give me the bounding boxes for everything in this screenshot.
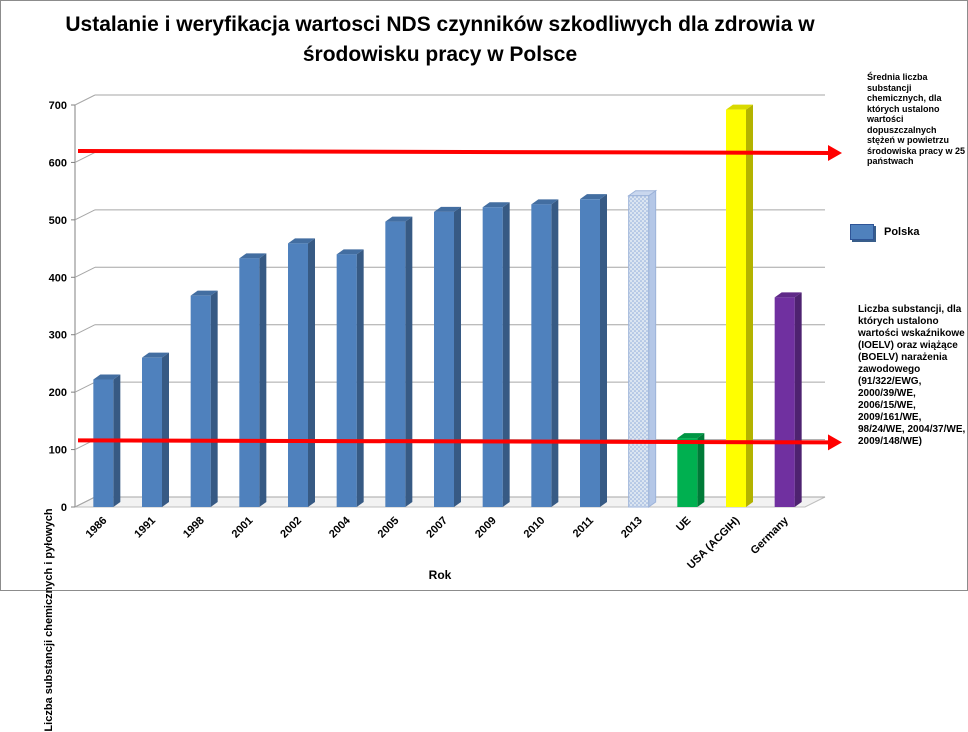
bar-side [454,206,461,507]
bar-2009 [482,207,503,508]
bar-top [385,216,413,222]
gridline-diag [74,381,96,393]
bar-side [210,290,218,507]
bar-top [774,292,802,298]
bar-top [677,433,705,439]
x-tick-label: 2005 [376,515,402,541]
bar-1998 [190,295,211,507]
bar-top [482,202,510,208]
y-tick-label: 0 [61,502,67,514]
bar-top [336,249,364,255]
y-tick-label: 700 [49,100,67,112]
x-axis-label: Rok [428,568,452,582]
bar-side [648,189,657,508]
bar-1991 [142,357,162,507]
y-tick-label: 200 [49,387,67,399]
gridline-diag [74,151,96,163]
gridline-diag [74,94,96,106]
bar-usa-acgih- [726,109,746,507]
bar-2007 [434,211,454,507]
y-tick-label: 500 [49,215,67,227]
reference-note-top: Średnia liczba substancji chemicznych, d… [867,72,966,166]
bar-top [726,104,753,110]
bar-2011 [580,199,600,507]
bar-top [531,199,559,205]
x-tick-label: 2010 [522,515,548,541]
bar-side [551,199,559,507]
x-tick-label: 2013 [619,515,645,541]
y-tick-label: 100 [49,445,67,457]
bar-side [308,238,315,507]
bar-2002 [288,243,308,507]
bar-top [93,374,121,380]
legend-label-polska: Polska [884,226,920,238]
bar-2004 [336,254,357,507]
x-tick-label: 1986 [84,515,110,541]
reference-arrow-1 [828,144,842,161]
bar-side [600,194,607,507]
chart-title: Ustalanie i weryfikacja wartosci NDS czy… [65,13,815,66]
x-tick-label: 2004 [327,514,353,540]
bar-side [794,292,802,507]
legend: Polska [850,224,919,240]
y-tick-label: 400 [49,272,67,284]
bar-side [356,249,364,508]
bar-ue [677,438,698,507]
x-tick-label: 1991 [132,515,158,541]
bar-side [746,104,753,507]
bar-side [162,352,169,507]
y-tick-label: 600 [49,157,67,169]
bar-side [502,202,510,508]
bar-2010 [531,204,552,507]
x-tick-label: USA (ACGIH) [685,514,742,571]
bar-top [434,206,461,212]
x-tick-label: 2007 [424,515,450,541]
bar-2013 [628,195,650,508]
bar-top [190,290,218,296]
gridline-diag [74,209,96,221]
x-tick-label: 2011 [571,515,596,540]
bar-1986 [93,379,114,507]
bar-top [580,194,607,200]
bar-top [288,238,315,244]
reference-note-bottom: Liczba substancji, dla których ustalono … [858,304,966,447]
bar-side [697,433,705,507]
x-tick-label: Germany [749,514,792,557]
bar-germany [774,297,795,507]
reference-line-1 [77,148,833,155]
x-tick-label: 2001 [230,515,256,541]
reference-line-2 [77,438,833,445]
chart-plot: 0 100 200 300 400 500 600 700 1986 1991 1998 2001 20… [49,94,842,572]
x-tick-label: 2009 [473,515,499,541]
bar-top [239,253,267,259]
bar-side [405,216,413,507]
gridline-diag [74,266,96,278]
bar-side [259,253,267,507]
bar-2005 [385,221,406,507]
reference-arrow-2 [828,434,842,451]
x-tick-label: 2002 [278,515,304,541]
legend-swatch-polska [850,224,874,240]
gridline-diag [74,496,96,508]
x-tick-label: UE [674,515,693,534]
bar-2001 [239,258,260,507]
bar-top [142,352,169,358]
x-tick-label: 1998 [181,515,207,541]
gridline-diag [74,324,96,336]
y-tick-label: 300 [49,330,67,342]
